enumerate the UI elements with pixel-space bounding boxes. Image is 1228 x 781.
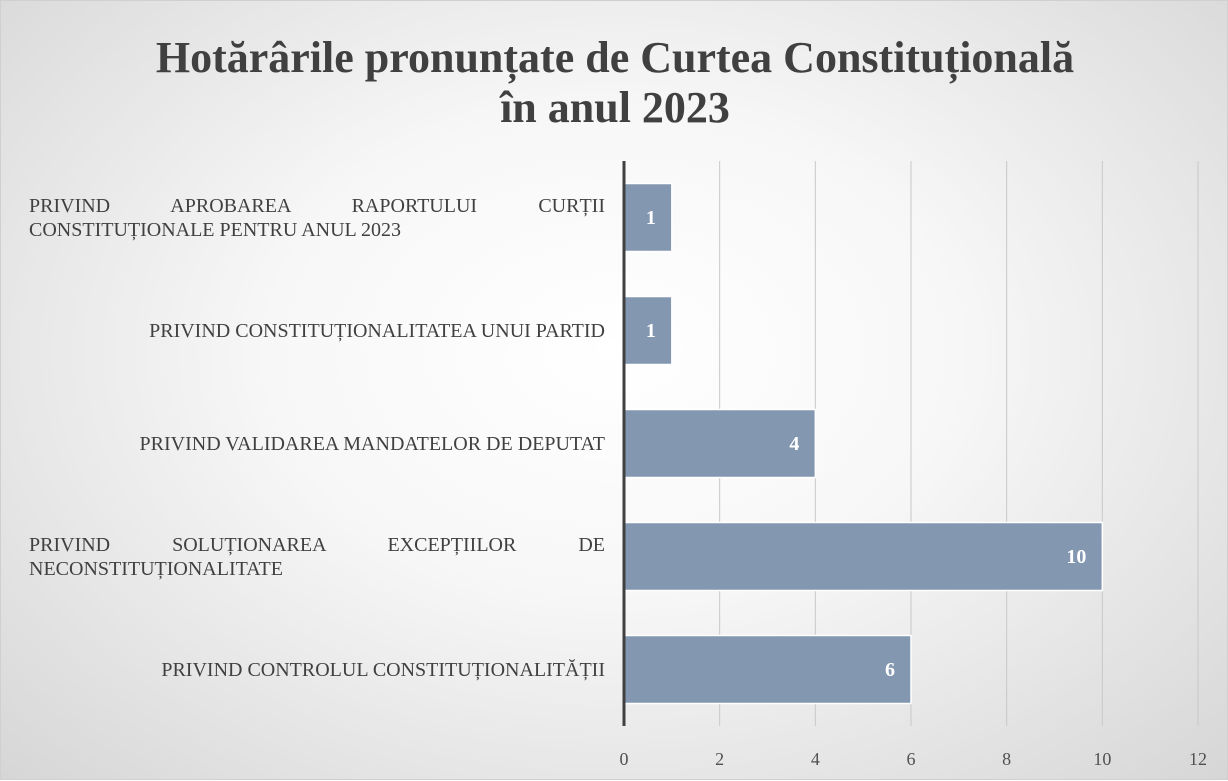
data-label: 1 — [646, 320, 656, 342]
y-tick-label: PRIVIND VALIDAREA MANDATELOR DE DEPUTAT — [139, 432, 605, 455]
bar — [623, 634, 912, 705]
x-tick-label: 8 — [1002, 749, 1011, 769]
data-label: 4 — [789, 433, 799, 455]
x-tick-label: 2 — [715, 749, 724, 769]
y-tick-label: PRIVIND CONTROLUL CONSTITUȚIONALITĂȚII — [161, 658, 605, 681]
x-tick-label: 0 — [620, 749, 629, 769]
title-line: Hotărârile pronunțate de Curtea Constitu… — [155, 33, 1075, 82]
y-tick-label: PRIVIND APROBAREA RAPORTULUI CURȚII CONS… — [29, 194, 605, 241]
x-tick-label: 6 — [907, 749, 916, 769]
y-tick-label: PRIVIND SOLUȚIONAREA EXCEPȚIILOR DE NECO… — [29, 533, 605, 580]
bar — [623, 521, 1104, 592]
data-label: 1 — [646, 207, 656, 229]
y-tick-label: PRIVIND CONSTITUȚIONALITATEA UNUI PARTID — [149, 319, 605, 342]
x-tick-label: 10 — [1093, 749, 1111, 769]
chart-title: Hotărârile pronunțate de Curtea Constitu… — [1, 33, 1228, 133]
title-line: în anul 2023 — [500, 83, 730, 132]
data-label: 10 — [1066, 546, 1086, 568]
x-tick-label: 12 — [1189, 749, 1207, 769]
data-label: 6 — [885, 659, 895, 681]
bar — [623, 408, 817, 479]
x-tick-label: 4 — [811, 749, 820, 769]
